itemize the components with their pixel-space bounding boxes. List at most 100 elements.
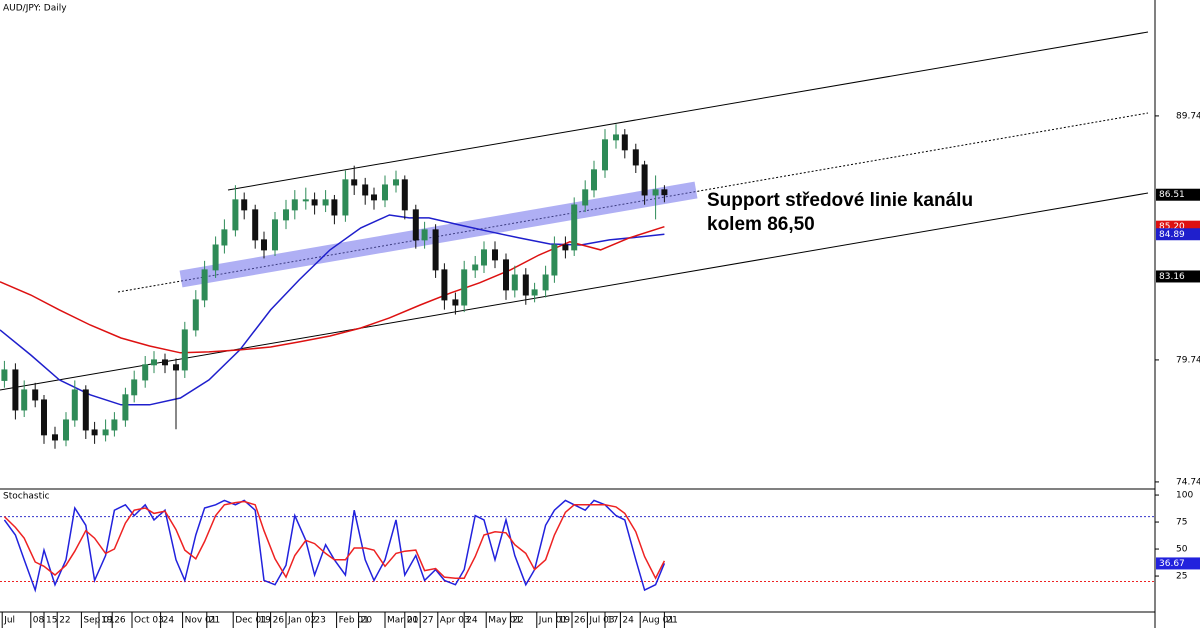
- x-tick-label: 19: [101, 616, 113, 626]
- series-line: [0, 225, 665, 354]
- y-tick-label: 74.74: [1176, 477, 1200, 487]
- y-tick-label: 75: [1176, 518, 1187, 528]
- candle-body: [1, 369, 8, 381]
- price-label-box: [1156, 557, 1200, 570]
- candle-body: [232, 199, 239, 231]
- x-tick-label: 19: [259, 616, 271, 626]
- price-label: 86.51: [1159, 190, 1185, 200]
- x-tick-label: 19: [559, 616, 571, 626]
- x-tick-label: May 01: [488, 616, 521, 626]
- x-tick-label: Mar 01: [387, 616, 418, 626]
- annotation: Support středové linie kanálu: [707, 190, 973, 211]
- candle-body: [641, 164, 648, 196]
- x-tick-label: Nov 01: [185, 616, 217, 626]
- candle-body: [362, 184, 369, 196]
- channel-upper: [227, 31, 1149, 191]
- candle-body: [472, 264, 479, 271]
- candle-body: [52, 434, 58, 441]
- candle-body: [632, 149, 639, 166]
- candle-body: [542, 274, 549, 291]
- candle-body: [591, 169, 597, 191]
- candle-body: [162, 359, 168, 366]
- candle-body: [142, 364, 149, 381]
- candle-body: [661, 189, 668, 196]
- x-tick-label: Oct 03: [134, 616, 164, 626]
- candle-body: [192, 299, 199, 331]
- candle-body: [421, 229, 428, 241]
- y-tick-label: 100: [1176, 491, 1193, 501]
- candle-body: [91, 429, 98, 436]
- candle-body: [511, 274, 518, 291]
- y-tick-label: 25: [1176, 572, 1187, 582]
- candle-body: [582, 189, 589, 206]
- candle-body: [461, 269, 468, 306]
- candle-body: [122, 394, 129, 421]
- candle-body: [241, 199, 248, 211]
- candle-body: [401, 179, 408, 211]
- candle-body: [602, 139, 608, 171]
- series-line: [3, 500, 666, 580]
- channel-lower: [0, 192, 1149, 391]
- candle-body: [452, 299, 459, 306]
- candle-body: [331, 199, 338, 216]
- candle-body: [412, 209, 419, 241]
- candle-body: [441, 269, 448, 301]
- x-tick-label: 23: [314, 616, 325, 626]
- x-tick-label: 22: [59, 616, 70, 626]
- price-label: 85.20: [1159, 222, 1185, 232]
- x-tick-label: 20: [407, 616, 419, 626]
- x-tick-label: 21: [666, 616, 677, 626]
- candle-body: [342, 179, 349, 216]
- x-tick-label: Jan 02: [287, 616, 316, 626]
- candle-body: [151, 359, 157, 366]
- x-tick-label: 17: [607, 616, 618, 626]
- x-tick-label: 24: [466, 616, 478, 626]
- x-tick-label: 15: [46, 616, 57, 626]
- candle-body: [322, 199, 329, 206]
- candle-body: [82, 389, 89, 431]
- x-tick-label: Feb 01: [339, 616, 369, 626]
- candle-body: [571, 204, 578, 251]
- x-tick-label: 21: [209, 616, 220, 626]
- price-label-box: [1156, 228, 1200, 241]
- candle-body: [111, 419, 118, 431]
- x-tick-label: Jun 01: [538, 616, 567, 626]
- x-tick-label: 08: [33, 616, 45, 626]
- candle-body: [272, 219, 278, 251]
- candle-body: [21, 389, 28, 411]
- title-bg: [1, 1, 59, 13]
- candle-body: [432, 229, 439, 271]
- series-line: [0, 214, 665, 406]
- x-tick-label: 24: [163, 616, 175, 626]
- price-label: 84.89: [1159, 230, 1185, 240]
- candle-body: [522, 274, 529, 296]
- candle-body: [371, 194, 377, 201]
- candle-body: [621, 134, 628, 151]
- candle-body: [102, 429, 109, 436]
- candle-body: [382, 184, 388, 201]
- candle-body: [492, 249, 498, 261]
- x-tick-label: Apr 03: [440, 616, 470, 626]
- candle-body: [311, 199, 318, 206]
- candle-body: [551, 244, 558, 276]
- x-tick-label: 26: [574, 616, 586, 626]
- price-label-box: [1156, 270, 1200, 283]
- candle-body: [41, 399, 47, 436]
- x-tick-label: Dec 01: [235, 616, 267, 626]
- y-tick-label: 79.74: [1176, 355, 1200, 365]
- annotation: kolem 86,50: [707, 214, 815, 235]
- x-tick-label: 26: [273, 616, 285, 626]
- x-tick-label: Jul 03: [588, 616, 614, 626]
- price-label-box: [1156, 188, 1200, 201]
- x-tick-label: Aug 01: [642, 616, 674, 626]
- candle-body: [173, 364, 179, 371]
- candle-body: [131, 379, 138, 396]
- candle-body: [71, 389, 78, 421]
- candle-body: [613, 134, 619, 141]
- indicator-title: Stochastic: [3, 492, 50, 502]
- candle-body: [393, 179, 399, 186]
- candle-body: [32, 389, 39, 401]
- x-tick-label: Jul: [3, 616, 15, 626]
